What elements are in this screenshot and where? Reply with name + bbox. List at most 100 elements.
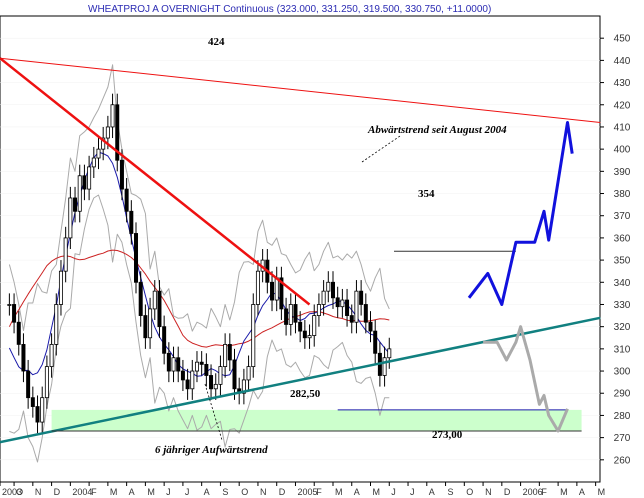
candle-body bbox=[284, 308, 289, 325]
candle-body bbox=[49, 344, 54, 368]
candle-body bbox=[21, 344, 26, 372]
x-tick-label: D bbox=[54, 487, 61, 497]
candle-body bbox=[209, 375, 214, 390]
y-tick-label: 270 bbox=[614, 433, 631, 444]
price-bars bbox=[7, 93, 392, 434]
y-tick-label: 280 bbox=[614, 411, 631, 422]
y-tick-label: 380 bbox=[614, 189, 631, 200]
y-tick-label: 410 bbox=[614, 122, 631, 133]
x-tick-label: M bbox=[335, 487, 343, 497]
downtrend-label: Abwärtstrend seit August 2004 bbox=[367, 124, 507, 136]
x-tick-label: N bbox=[35, 487, 42, 497]
upper-band bbox=[8, 64, 390, 332]
y-tick-label: 350 bbox=[614, 256, 631, 267]
y-tick-label: 300 bbox=[614, 367, 631, 378]
candle-body bbox=[105, 126, 110, 139]
x-tick-label: A bbox=[204, 487, 210, 497]
candle-body bbox=[101, 137, 106, 150]
candle-body bbox=[293, 304, 298, 323]
y-axis: 260 270 280 290 300 310 320 330 340 350 360 370 380 3… bbox=[600, 34, 631, 466]
annotation-low-target: 273,00 bbox=[432, 429, 463, 441]
candle-body bbox=[138, 281, 143, 316]
candle-body bbox=[180, 370, 185, 381]
moving-averages bbox=[8, 151, 390, 377]
candle-body bbox=[241, 379, 246, 394]
y-tick-label: 420 bbox=[614, 100, 631, 111]
candle-body bbox=[251, 304, 256, 368]
candle-body bbox=[345, 299, 350, 316]
downtrend-line bbox=[0, 57, 311, 306]
candle-body bbox=[373, 330, 378, 354]
ma-long bbox=[8, 249, 390, 348]
x-tick-label: N bbox=[485, 487, 492, 497]
candle-body bbox=[199, 361, 204, 365]
candle-body bbox=[35, 406, 40, 423]
candle-body bbox=[26, 370, 31, 399]
candle-body bbox=[143, 315, 148, 339]
candle-body bbox=[382, 357, 387, 376]
candle-body bbox=[274, 277, 279, 301]
uptrend-label: 6 jähriger Aufwärtstrend bbox=[155, 444, 268, 456]
x-tick-label: A bbox=[579, 487, 585, 497]
candle-body bbox=[176, 357, 181, 372]
y-tick-label: 400 bbox=[614, 145, 631, 156]
candle-body bbox=[194, 361, 199, 372]
grid bbox=[0, 37, 600, 461]
candle-body bbox=[330, 281, 335, 299]
plot-frame bbox=[0, 15, 601, 483]
x-tick-label: J bbox=[185, 487, 190, 497]
candle-body bbox=[288, 304, 293, 325]
candle-body bbox=[359, 290, 364, 305]
x-tick-label: M bbox=[373, 487, 381, 497]
candle-body bbox=[270, 281, 275, 301]
candle-body bbox=[157, 290, 162, 328]
x-tick-label: O bbox=[241, 487, 248, 497]
candle-body bbox=[119, 159, 124, 190]
y-tick-label: 390 bbox=[614, 167, 631, 178]
candle-body bbox=[124, 188, 129, 212]
candle-body bbox=[152, 290, 157, 310]
trend-lines bbox=[0, 57, 601, 444]
candle-body bbox=[63, 237, 68, 272]
candle-body bbox=[368, 321, 373, 332]
candle-body bbox=[166, 352, 171, 372]
lower-band bbox=[9, 194, 390, 463]
x-tick-label: M bbox=[110, 487, 118, 497]
x-tick-label: J bbox=[166, 487, 171, 497]
uptrend-line bbox=[0, 316, 601, 444]
x-tick-label: 2006 bbox=[523, 487, 543, 497]
y-tick-label: 290 bbox=[614, 389, 631, 400]
candle-body bbox=[321, 290, 326, 305]
candle-body bbox=[58, 270, 63, 305]
candle-body bbox=[387, 348, 392, 359]
support-zone-fill bbox=[51, 409, 582, 431]
candle-body bbox=[316, 304, 321, 316]
y-tick-label: 450 bbox=[614, 34, 631, 45]
candle-body bbox=[16, 321, 21, 345]
candle-body bbox=[12, 304, 17, 323]
candle-body bbox=[190, 370, 195, 390]
y-tick-label: 430 bbox=[614, 78, 631, 89]
candle-body bbox=[218, 366, 223, 385]
candle-body bbox=[340, 299, 345, 308]
candle-body bbox=[54, 304, 59, 345]
candle-body bbox=[68, 197, 73, 239]
x-tick-label: A bbox=[129, 487, 135, 497]
y-tick-label: 340 bbox=[614, 278, 631, 289]
chart-title: WHEATPROJ A OVERNIGHT Continuous (323.00… bbox=[88, 4, 491, 15]
candle-body bbox=[246, 366, 251, 381]
x-tick-label: F bbox=[91, 487, 97, 497]
y-tick-label: 330 bbox=[614, 300, 631, 311]
x-tick-label: D bbox=[504, 487, 511, 497]
candle-body bbox=[312, 315, 317, 336]
x-tick-label: 2003 bbox=[2, 487, 22, 497]
candle-body bbox=[171, 357, 176, 372]
candle-body bbox=[134, 233, 139, 283]
candle-body bbox=[148, 308, 153, 339]
candle-body bbox=[279, 277, 284, 310]
candle-body bbox=[82, 175, 87, 190]
y-tick-label: 260 bbox=[614, 455, 631, 466]
support-zone bbox=[51, 409, 582, 431]
x-tick-label: M bbox=[560, 487, 568, 497]
